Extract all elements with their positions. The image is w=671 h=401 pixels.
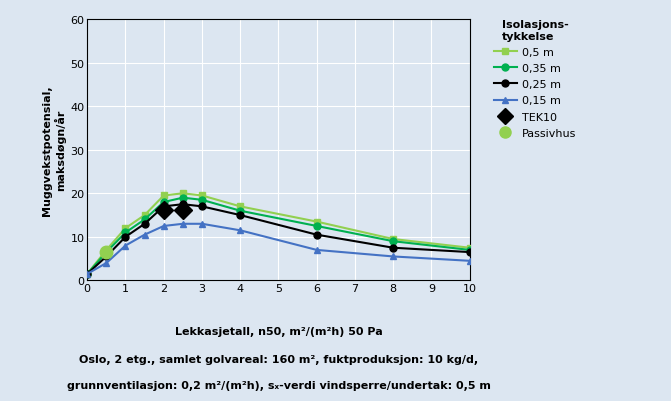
Text: Lekkasjetall, n50, m²/(m²h) 50 Pa: Lekkasjetall, n50, m²/(m²h) 50 Pa [174, 326, 382, 336]
Legend: 0,5 m, 0,35 m, 0,25 m, 0,15 m, TEK10, Passivhus: 0,5 m, 0,35 m, 0,25 m, 0,15 m, TEK10, Pa… [495, 20, 576, 138]
Y-axis label: Muggvekstpotensial,
maksdøgn/år: Muggvekstpotensial, maksdøgn/år [42, 85, 66, 215]
Text: grunnventilasjon: 0,2 m²/(m²h), sₓ-verdi vindsperre/undertak: 0,5 m: grunnventilasjon: 0,2 m²/(m²h), sₓ-verdi… [66, 380, 491, 390]
Text: Oslo, 2 etg., samlet golvareal: 160 m², fuktproduksjon: 10 kg/d,: Oslo, 2 etg., samlet golvareal: 160 m², … [79, 354, 478, 364]
